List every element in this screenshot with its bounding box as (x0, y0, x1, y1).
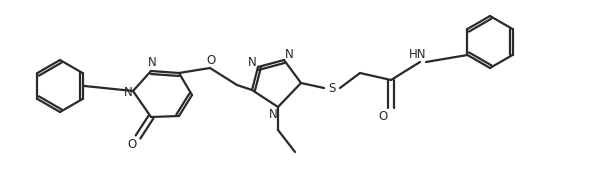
Text: S: S (329, 83, 336, 95)
Text: N: N (124, 85, 133, 98)
Text: N: N (269, 108, 278, 122)
Text: O: O (378, 111, 388, 123)
Text: O: O (127, 139, 137, 152)
Text: O: O (207, 53, 215, 67)
Text: N: N (285, 47, 294, 60)
Text: N: N (247, 56, 256, 68)
Text: HN: HN (409, 47, 427, 60)
Text: N: N (147, 57, 156, 70)
